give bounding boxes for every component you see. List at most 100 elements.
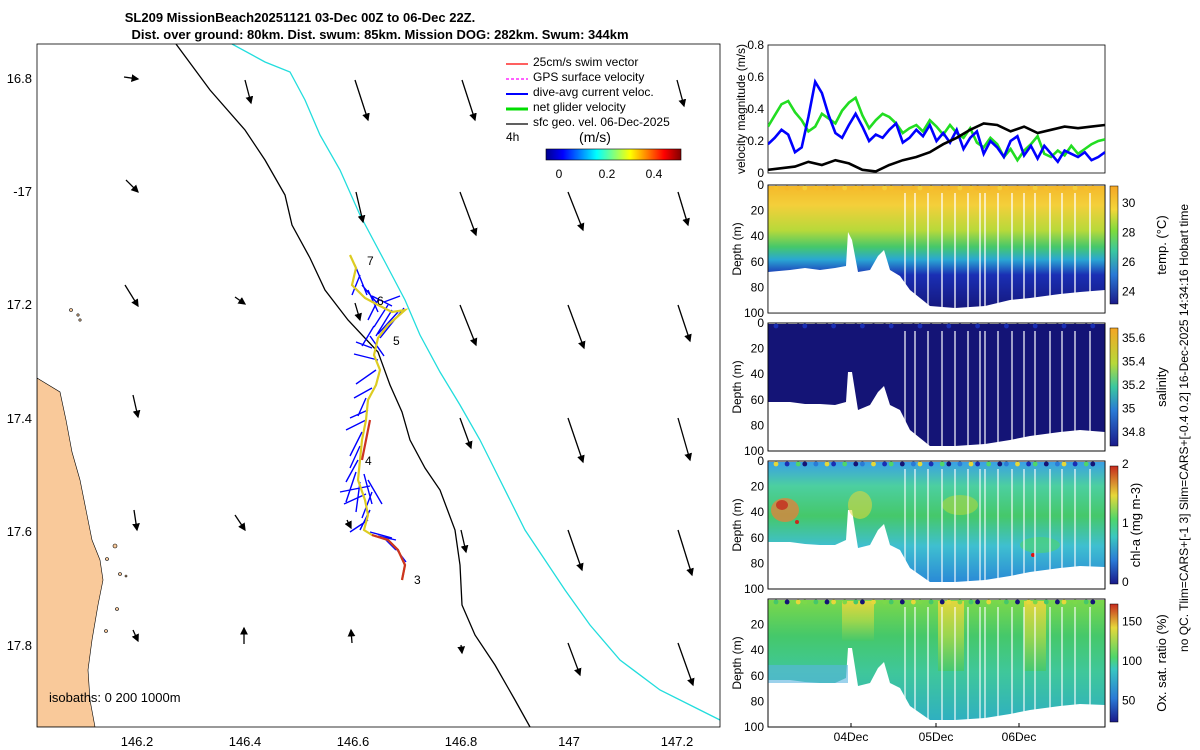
surface-sample (939, 461, 945, 467)
colorbar-tick: 24 (1122, 284, 1136, 298)
depth-tick: 80 (751, 694, 765, 708)
surface-sample (784, 599, 790, 605)
surface-sample (957, 185, 963, 191)
surface-sample (882, 323, 887, 329)
colorbar-tick: 35.6 (1122, 331, 1146, 345)
surface-sample (795, 323, 801, 329)
surface-sample (939, 599, 945, 605)
waypoint-4: 4 (365, 454, 372, 468)
surface-sample (986, 599, 992, 605)
surface-sample (860, 323, 865, 329)
colorbar-tick: 150 (1122, 615, 1142, 629)
depth-tick: 40 (751, 505, 765, 519)
surface-sample (795, 185, 801, 191)
waypoint-labels: 7 6 5 4 3 (365, 254, 421, 587)
surface-sample (1004, 461, 1009, 467)
velocity-ylabel: velocity magnitude (m/s) (734, 44, 748, 174)
surface-sample (1004, 185, 1009, 191)
surface-sample (928, 599, 934, 605)
surface-sample (968, 323, 974, 329)
surface-sample (1004, 323, 1009, 329)
depth-tick: 80 (751, 556, 765, 570)
surface-sample (824, 599, 830, 605)
lon-tick: 146.2 (121, 734, 154, 749)
surface-sample (1055, 599, 1060, 605)
surface-sample (1015, 599, 1020, 605)
surface-sample (813, 185, 819, 191)
surface-sample (1026, 599, 1031, 605)
colorbar-tick: 34.8 (1122, 425, 1146, 439)
temp-ylabel: Depth (m) (730, 222, 744, 275)
surface-sample (824, 461, 830, 467)
surface-sample (882, 599, 887, 605)
surface-sample (939, 323, 945, 329)
surface-sample (911, 323, 916, 329)
temperature-panel: 0 20 40 60 80 100 Depth (m) 30 28 26 24 temp. (°… (730, 178, 1169, 320)
title-line-2: Dist. over ground: 80km. Dist. swum: 85k… (131, 27, 628, 42)
surface-sample (997, 323, 1003, 329)
surface-sample (802, 185, 808, 191)
lon-tick: 146.8 (445, 734, 478, 749)
surface-sample (773, 599, 779, 605)
surface-sample (911, 461, 916, 467)
surface-sample (1004, 599, 1009, 605)
surface-sample (1043, 185, 1049, 191)
colorbar-tick: 35.4 (1122, 354, 1146, 368)
surface-sample (802, 599, 808, 605)
depth-tick: 80 (751, 418, 765, 432)
surface-sample (1083, 185, 1089, 191)
series-line-dive-avg-current-veloc- (768, 78, 1105, 165)
surface-sample (917, 323, 923, 329)
surface-sample (882, 185, 887, 191)
depth-tick: 0 (757, 454, 764, 468)
surface-sample (928, 461, 934, 467)
colorbar-tick: 1 (1122, 516, 1129, 530)
surface-sample (1072, 599, 1078, 605)
surface-sample (831, 323, 836, 329)
depth-tick: 0 (757, 178, 764, 192)
depth-tick: 100 (744, 720, 764, 734)
surface-sample (911, 185, 916, 191)
surface-sample (975, 461, 980, 467)
surface-sample (1032, 323, 1038, 329)
surface-sample (1055, 323, 1060, 329)
lat-tick: 17.6 (7, 524, 32, 539)
surface-sample (946, 461, 952, 467)
surface-sample (813, 323, 819, 329)
map-lon-ticks: 146.2 146.4 146.6 146.8 147 147.2 (121, 734, 694, 749)
surface-sample (860, 599, 865, 605)
velocity-ytick: 0.8 (747, 38, 764, 52)
surface-sample (842, 323, 848, 329)
surface-sample (888, 323, 894, 329)
surface-sample (975, 599, 980, 605)
surface-sample (802, 323, 808, 329)
surface-sample (928, 323, 934, 329)
surface-sample (795, 599, 801, 605)
lon-tick: 146.4 (229, 734, 262, 749)
surface-sample (831, 185, 836, 191)
surface-sample (773, 461, 779, 467)
depth-tick: 60 (751, 531, 765, 545)
depth-tick: 20 (751, 480, 765, 494)
isobath-1000m (231, 44, 720, 721)
surface-sample (1032, 185, 1038, 191)
waypoint-3: 3 (414, 573, 421, 587)
depth-tick: 40 (751, 229, 765, 243)
velocity-ytick: 0 (757, 166, 764, 180)
oxygen-ylabel: Depth (m) (730, 636, 744, 689)
surface-sample (784, 185, 790, 191)
colorbar-tick: 0.4 (646, 167, 663, 181)
oxygen-panel: 20 40 60 80 100 Depth (m) 150 100 50 Ox. sat. … (730, 598, 1169, 744)
title-line-1: SL209 MissionBeach20251121 03-Dec 00Z to… (125, 10, 475, 25)
colorbar-tick: 28 (1122, 225, 1136, 239)
map-legend: 25cm/s swim vector GPS surface velocity … (506, 55, 682, 181)
lat-tick: -17 (13, 184, 32, 199)
temp-colorbar (1109, 185, 1119, 305)
date-tick: 05Dec (919, 730, 954, 744)
date-tick: 04Dec (834, 730, 869, 744)
surface-sample (853, 461, 859, 467)
depth-tick: 40 (751, 643, 765, 657)
colorbar-tick: 50 (1122, 693, 1136, 707)
depth-tick: 80 (751, 280, 765, 294)
